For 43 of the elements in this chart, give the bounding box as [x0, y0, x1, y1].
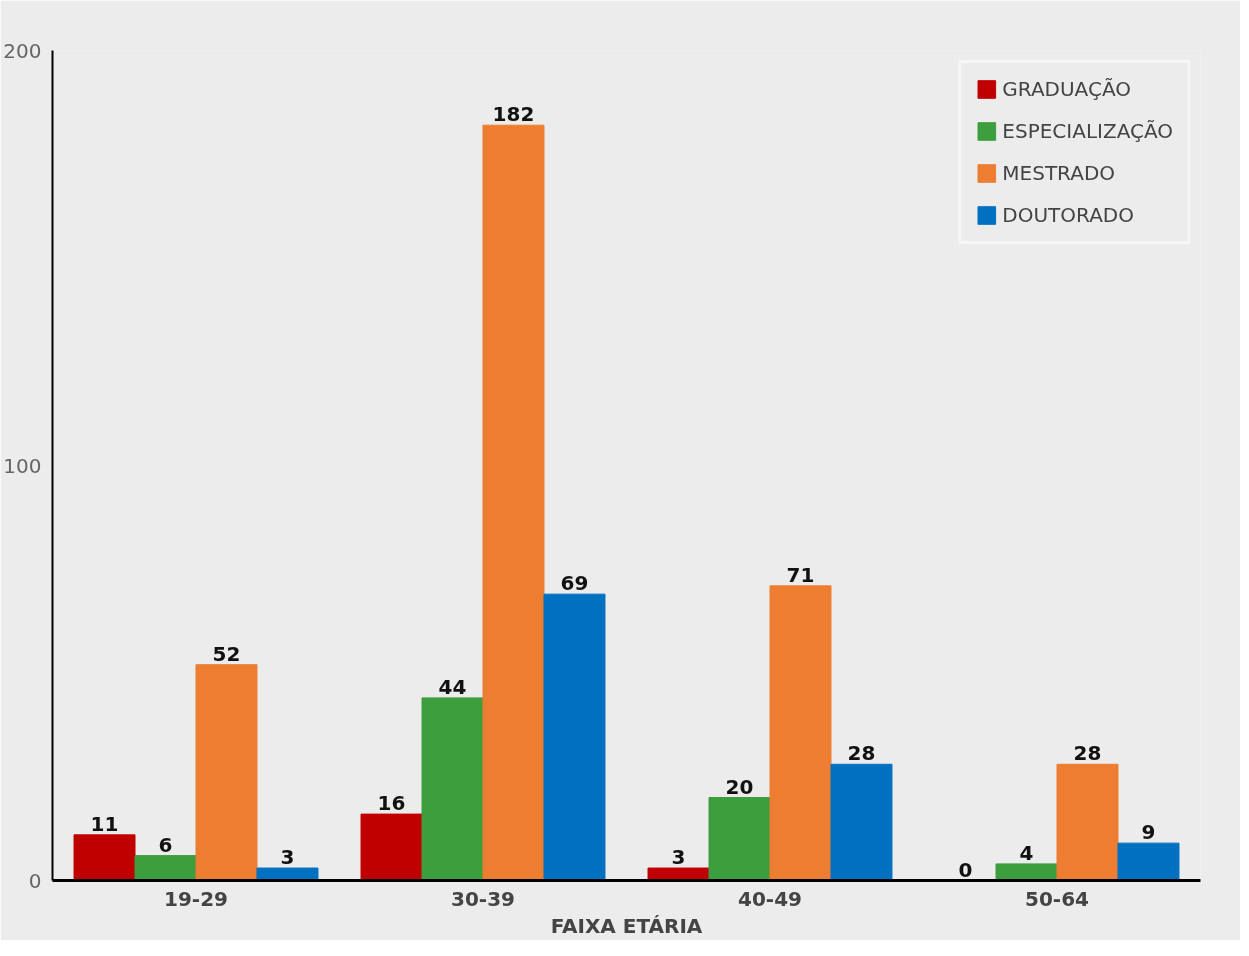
bar: [543, 593, 606, 881]
bar: [195, 664, 258, 881]
legend-label: GRADUAÇÃO: [1002, 77, 1131, 101]
bar: [360, 813, 423, 881]
bar: [482, 124, 545, 881]
legend-label: ESPECIALIZAÇÃO: [1002, 119, 1173, 143]
bar: [1056, 763, 1119, 881]
data-label: 16: [377, 791, 406, 816]
bar: [421, 697, 484, 881]
data-label: 11: [90, 811, 119, 836]
bar: [1117, 842, 1180, 881]
y-tick-label: 0: [28, 868, 42, 893]
x-tick-label: 19-29: [164, 886, 228, 911]
data-label: 0: [958, 857, 973, 882]
data-label: 3: [671, 845, 686, 870]
data-label: 182: [492, 102, 535, 127]
data-label: 4: [1019, 840, 1034, 865]
bar: [769, 585, 832, 881]
data-label: 69: [560, 571, 589, 596]
bar: [995, 863, 1058, 881]
data-label: 3: [280, 845, 295, 870]
bar: [134, 855, 197, 881]
data-label: 44: [438, 674, 467, 699]
x-tick-label: 50-64: [1025, 886, 1089, 911]
legend-label: DOUTORADO: [1002, 203, 1134, 227]
bar: [647, 867, 710, 881]
data-label: 9: [1141, 820, 1156, 845]
data-label: 20: [725, 774, 754, 799]
x-tick-label: 40-49: [738, 886, 802, 911]
y-tick-label: 100: [3, 453, 42, 478]
data-label: 52: [212, 641, 241, 666]
y-tick-label: 200: [3, 38, 42, 63]
bar: [256, 867, 319, 881]
x-tick-label: 30-39: [451, 886, 515, 911]
bar: [708, 797, 771, 881]
bar: [73, 834, 136, 881]
data-label: 71: [786, 562, 815, 587]
bar: [830, 763, 893, 881]
data-label: 28: [847, 741, 876, 766]
legend-label: MESTRADO: [1002, 161, 1116, 185]
data-label: 28: [1073, 741, 1102, 766]
data-label: 6: [158, 832, 173, 857]
x-axis-title: FAIXA ETÁRIA: [550, 913, 703, 938]
